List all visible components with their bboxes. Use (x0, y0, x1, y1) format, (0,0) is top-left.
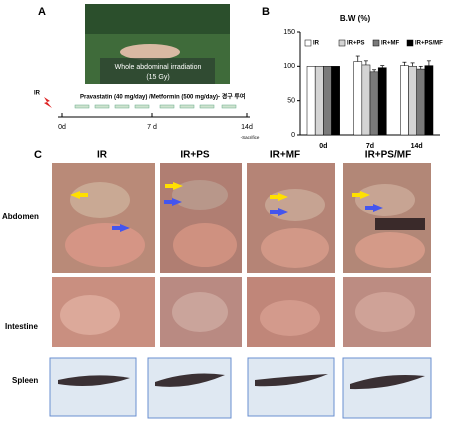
bar (361, 64, 371, 136)
row-label: Intestine (5, 322, 38, 331)
x-tick-label: 0d (319, 143, 327, 150)
bar (314, 66, 324, 136)
bar (400, 65, 409, 136)
row-label: Spleen (12, 376, 38, 385)
bar (369, 71, 379, 136)
spleen-photos (49, 357, 432, 419)
lightning (44, 97, 52, 108)
ir-label: IR (34, 91, 41, 97)
abdomen-photos (52, 163, 431, 273)
legend-label: IR (313, 41, 320, 47)
photo-bg (85, 4, 230, 34)
panel-letter: A (38, 6, 46, 18)
row-label: Abdomen (2, 212, 39, 221)
bar (306, 66, 316, 136)
column-header: IR+PS (180, 150, 210, 161)
legend-label: IR+MF (381, 41, 400, 47)
panel-letter: C (34, 149, 42, 161)
legend-swatch (406, 39, 414, 47)
caption-bg (100, 58, 215, 84)
bar (408, 66, 417, 136)
y-tick-label: 0 (291, 132, 295, 139)
legend-swatch (338, 39, 346, 47)
bar (424, 65, 434, 136)
legend-swatch (372, 39, 380, 47)
x-tick-label: 14d (411, 143, 423, 150)
photo-dose: (15 Gy) (146, 74, 169, 81)
column-header: IR+MF (270, 150, 300, 161)
bar (353, 61, 363, 136)
intestine-photos (52, 277, 431, 347)
bar-chart: 0 50 100 150 IR IR+PS IR+MF IR+PS/MF 0d 7d 14d (283, 29, 443, 150)
column-header: IR+PS/MF (365, 150, 411, 161)
y-tick-label: 50 (287, 98, 295, 105)
timepoint: 14d (241, 124, 253, 131)
y-tick-label: 100 (283, 63, 295, 70)
mouse (120, 44, 180, 60)
y-tick-label: 150 (283, 29, 295, 36)
chart-title: B.W (%) (340, 14, 371, 23)
panel-letter: B (262, 6, 270, 18)
legend-label: IR+PS (347, 41, 365, 47)
syringes (74, 104, 237, 109)
legend-swatch (304, 39, 312, 47)
timepoint: 7 d (147, 124, 157, 131)
column-header: IR (97, 150, 108, 161)
bar (331, 66, 340, 136)
bar (377, 67, 387, 136)
sacrifice: -Sacrifice (241, 135, 260, 140)
bar (416, 68, 426, 136)
treatment: Pravastatin (40 mg/day) /Metformin (500 … (80, 93, 245, 101)
bar (323, 66, 332, 136)
x-tick-label: 7d (366, 143, 374, 150)
photo-caption: Whole abdominal irradiation (115, 64, 202, 71)
legend-label: IR+PS/MF (415, 41, 443, 47)
timepoint: 0d (58, 124, 66, 131)
